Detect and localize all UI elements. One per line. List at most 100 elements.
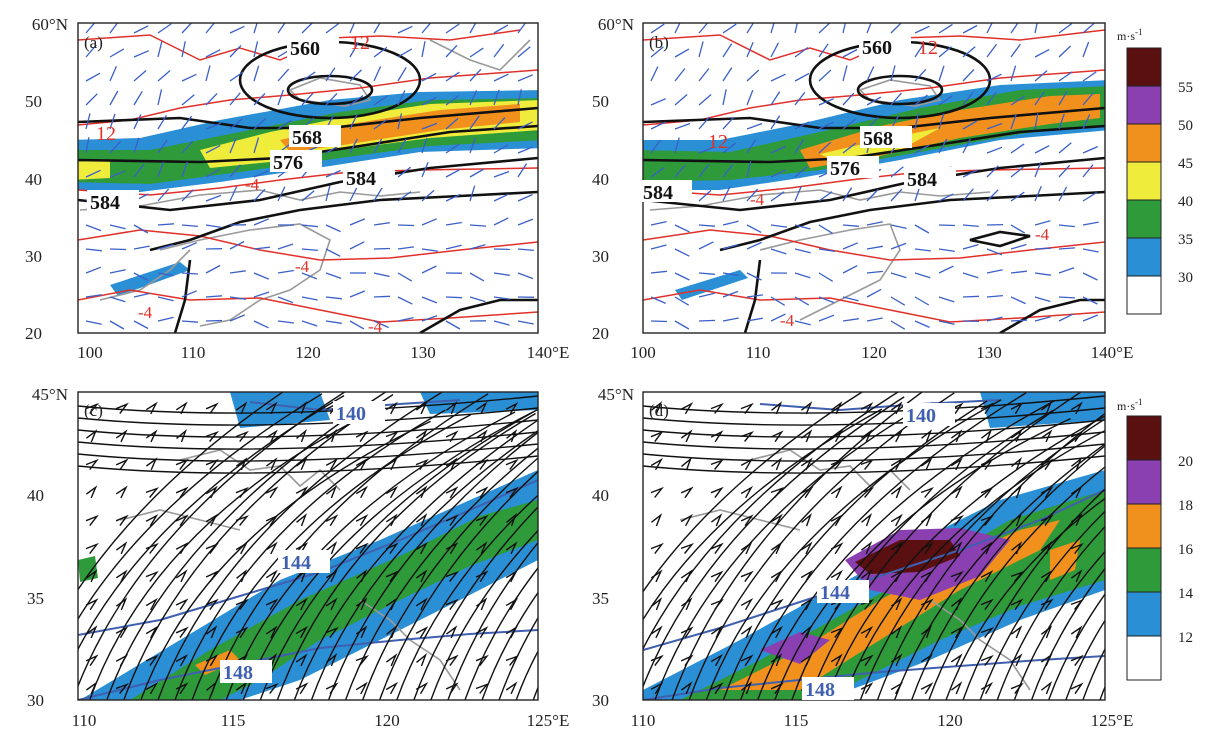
wind-barb [205, 224, 222, 229]
wind-barb [157, 41, 163, 58]
wind-barb [770, 191, 785, 202]
streamline-arrow [385, 513, 398, 527]
wind-barb [1058, 296, 1076, 299]
streamline-arrow [980, 402, 994, 415]
colorbar-tick: 55 [1178, 80, 1193, 96]
streamline-arrow [205, 625, 218, 639]
panel-b: (b) 560 568 576 584 584 12 12 -4 -4 -4 1… [592, 15, 1133, 362]
wind-barb [866, 288, 882, 298]
wind-barb [1082, 164, 1094, 178]
wind-barb [986, 43, 998, 58]
wind-barb [938, 46, 952, 58]
wind-barb [890, 320, 906, 330]
lon-tick: 100 [630, 343, 656, 362]
wind-barb [229, 296, 246, 300]
streamline [643, 392, 864, 593]
streamline [157, 392, 444, 700]
wind-barb [157, 316, 174, 322]
wind-barb [962, 224, 979, 228]
wind-barb [421, 248, 438, 252]
wind-barb [962, 169, 978, 178]
wind-barb [397, 25, 413, 34]
wind-barb [1034, 161, 1042, 178]
wind-barb [469, 90, 478, 106]
streamline-arrow [650, 625, 663, 639]
wind-barb [301, 320, 318, 327]
wind-barb [986, 316, 1003, 322]
wind-barb [818, 191, 833, 202]
wind-barb [842, 142, 856, 154]
wind-barb [722, 272, 739, 277]
temp-label: -4 [295, 257, 310, 276]
wind-barb [794, 248, 811, 254]
streamline [464, 566, 538, 700]
wind-barb [205, 49, 221, 58]
streamline [78, 395, 538, 414]
temp-label: 12 [708, 131, 728, 153]
streamline-arrow [860, 654, 874, 667]
wind-barb [938, 95, 953, 106]
streamline-arrow [650, 654, 664, 667]
lat-tick: 30 [592, 691, 609, 710]
wind-barb [181, 290, 197, 298]
streamline-arrow [1010, 402, 1024, 415]
streamline-arrow [326, 541, 338, 555]
wind-barb [349, 138, 358, 154]
streamline-arrow [505, 402, 519, 415]
wind-barb [986, 122, 1003, 130]
streamline-arrow [740, 402, 754, 415]
temp-label: 12 [96, 123, 116, 145]
streamline-arrow [950, 653, 963, 667]
lon-tick: 110 [72, 711, 97, 730]
wind-barb [229, 92, 241, 106]
streamline-arrow [830, 542, 844, 555]
contour-label: 140 [906, 405, 936, 427]
streamline-arrow [650, 486, 664, 498]
wind-barb [253, 272, 270, 280]
streamline-arrow [860, 402, 874, 415]
wind-barb [469, 168, 485, 178]
streamline-arrow [385, 597, 398, 611]
lon-tick: 120 [937, 711, 963, 730]
wind-barb [818, 121, 834, 130]
streamline-arrow [415, 597, 428, 611]
wind-barb [746, 23, 755, 34]
streamline-arrow [1010, 653, 1023, 667]
streamline-arrow [295, 401, 308, 415]
streamline [1048, 593, 1105, 700]
panel-c: (c) 140 144 148 110 115 120 125°E 30 35 … [27, 385, 569, 730]
wind-barb [517, 218, 534, 226]
wind-barb [397, 138, 407, 154]
wind-barb [1010, 296, 1026, 305]
streamline-arrow [115, 429, 128, 443]
streamline-arrow [445, 654, 459, 667]
wind-barb [866, 96, 882, 106]
streamline-arrow [860, 458, 875, 470]
streamline-arrow [950, 429, 963, 443]
streamline-arrow [1070, 401, 1083, 415]
streamline [808, 392, 1083, 700]
streamline-arrow [85, 402, 99, 414]
lat-tick: 50 [25, 92, 42, 111]
wind-barb [794, 166, 808, 178]
wind-barb [349, 42, 359, 58]
wind-barb [698, 146, 715, 154]
temp-label: -4 [138, 303, 153, 322]
streamline-arrow [740, 654, 754, 667]
contour-label: 576 [273, 152, 303, 174]
contour-label: 140 [336, 403, 366, 425]
wind-barb [469, 47, 484, 58]
streamline-arrow [326, 428, 338, 443]
wind-barb [674, 320, 690, 330]
wind-barb [1082, 71, 1097, 82]
streamline-arrow [506, 429, 518, 443]
streamline-arrow [175, 569, 188, 583]
wind-barb [650, 167, 665, 178]
streamline-arrow [710, 625, 723, 639]
streamline-arrow [235, 430, 249, 443]
wind-barb [698, 272, 715, 275]
wind-barb [157, 244, 174, 250]
streamline-arrow [175, 682, 189, 695]
streamline-arrow [1041, 540, 1053, 555]
streamline-arrow [445, 570, 460, 582]
